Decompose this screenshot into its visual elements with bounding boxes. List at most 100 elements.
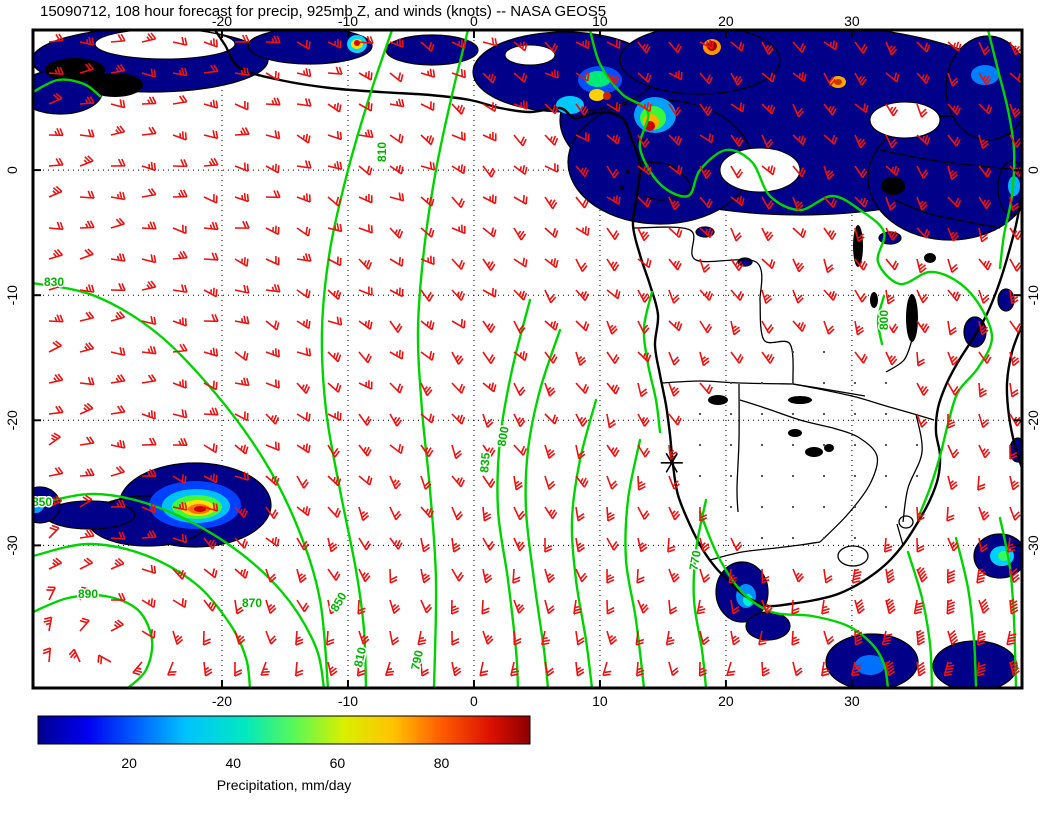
wind-barb-flag: [891, 141, 898, 149]
wind-barb-flag: [120, 374, 126, 382]
wind-barb-flag: [336, 316, 340, 325]
wind-barb-flag: [584, 169, 589, 177]
wind-barb-flag: [211, 221, 216, 230]
wind-barb-flag: [583, 108, 589, 116]
height-contour: [698, 510, 890, 688]
wind-barb-flag: [491, 102, 495, 110]
wind-barb-flag: [917, 637, 925, 643]
wind-barb-staff: [79, 134, 94, 138]
wind-barb-flag: [274, 417, 280, 425]
wind-barb-flag: [429, 161, 433, 170]
wind-barb-staff: [296, 103, 311, 107]
wind-barb-flag: [115, 129, 120, 134]
wind-barb-flag: [606, 579, 615, 584]
wind-barb-flag: [674, 106, 680, 114]
wind-barb-flag: [821, 673, 830, 677]
wind-barb-flag: [183, 437, 188, 446]
wind-barb-flag: [423, 386, 428, 391]
wind-barb-flag: [487, 638, 494, 645]
wind-barb-flag: [708, 133, 712, 141]
wind-barb-flag: [675, 415, 680, 423]
wind-barb-flag: [274, 163, 277, 172]
wind-barb-flag: [181, 572, 187, 580]
wind-barb-flag: [831, 232, 837, 240]
wind-barb-flag: [832, 40, 836, 49]
wind-barb-flag: [1012, 205, 1020, 212]
wind-barb-flag: [273, 475, 278, 484]
wind-barb-flag: [308, 413, 311, 422]
wind-barb-flag: [952, 359, 959, 366]
wind-barb-flag: [922, 296, 929, 304]
lon-tick-label-bottom: -10: [338, 693, 358, 709]
wind-barb-flag: [398, 349, 401, 358]
wind-barb-flag: [916, 629, 922, 634]
wind-barb-flag: [113, 624, 119, 629]
wind-barb-staff: [110, 103, 125, 109]
wind-barb-flag: [483, 511, 489, 516]
wind-barb-flag: [609, 635, 617, 643]
calm-wind-dot: [853, 381, 857, 385]
calm-wind-dot: [822, 412, 826, 416]
wind-barb-flag: [637, 667, 642, 671]
wind-barb-flag: [673, 483, 680, 490]
wind-barb-flag: [58, 33, 64, 41]
wind-barb-flag: [366, 475, 371, 484]
wind-barb-flag: [335, 289, 340, 298]
wind-barb-staff: [265, 134, 280, 140]
wind-barb-flag: [458, 574, 464, 582]
wind-barb-flag: [179, 343, 185, 352]
lake: [881, 177, 905, 195]
wind-barb-flag: [982, 421, 990, 429]
wind-barb-flag: [552, 201, 558, 210]
wind-barb-staff: [947, 72, 954, 87]
map-frame: [31, 28, 1024, 690]
wind-barb-flag: [949, 170, 955, 175]
wind-barb-flag: [888, 670, 896, 677]
wind-barb-flag: [736, 261, 742, 269]
wind-barb-staff: [234, 289, 249, 294]
height-contour: [33, 542, 252, 688]
wind-barb-flag: [857, 236, 865, 243]
wind-barb-flag: [273, 35, 278, 43]
wind-barb-flag: [577, 671, 585, 677]
wind-barb-flag: [268, 573, 276, 580]
wind-barb-flag: [615, 386, 620, 395]
wind-barb-flag: [425, 135, 429, 141]
wind-barb-flag: [120, 33, 126, 42]
wind-barb-staff: [420, 41, 432, 53]
wind-barb-flag: [581, 105, 587, 114]
wind-barb-flag: [302, 320, 306, 326]
wind-barb-flag: [337, 384, 342, 393]
wind-barb-staff: [265, 382, 280, 389]
wind-barb-flag: [53, 280, 60, 288]
calm-wind-dot: [884, 505, 888, 509]
wind-barb-flag: [955, 41, 960, 50]
wind-barb-flag: [246, 193, 250, 202]
wind-barb-flag: [522, 448, 528, 456]
wind-barb-flag: [205, 671, 213, 677]
wind-barb-flag: [329, 604, 334, 609]
wind-barb-staff: [1009, 506, 1016, 521]
wind-barb-flag: [834, 42, 838, 50]
wind-barb-flag: [542, 639, 551, 643]
wind-barb-flag: [203, 638, 211, 643]
wind-barb-flag: [153, 565, 157, 574]
wind-barb-flag: [178, 69, 182, 75]
wind-barb-flag: [886, 664, 895, 671]
wind-barb-flag: [859, 198, 863, 203]
wind-barb-flag: [490, 227, 495, 236]
lat-tick-label-left: 0: [4, 166, 20, 174]
wind-barb-flag: [614, 356, 620, 364]
wind-barb-flag: [276, 190, 281, 198]
wind-barb-flag: [767, 166, 770, 172]
wind-barb-flag: [1012, 107, 1017, 112]
wind-barb-flag: [706, 74, 711, 82]
wind-barb-flag: [733, 639, 741, 646]
wind-barb-flag: [335, 352, 340, 360]
wind-barb-flag: [308, 68, 312, 77]
wind-barb-flag: [242, 568, 247, 577]
wind-barb-staff: [885, 134, 893, 149]
wind-barb-flag: [184, 284, 188, 293]
wind-barb-flag: [920, 573, 927, 580]
